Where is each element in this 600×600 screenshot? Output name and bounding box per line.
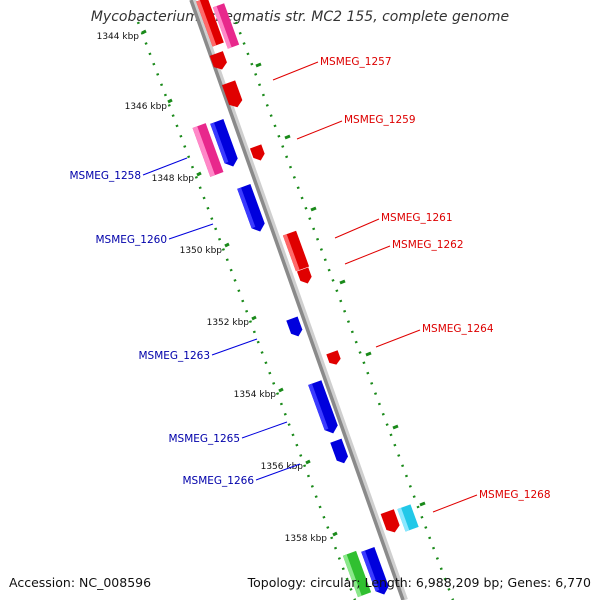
gene-labels-left: MSMEG_1258 MSMEG_1260 MSMEG_1263 MSMEG_1… [69, 157, 301, 487]
gene-leader-line [168, 223, 214, 240]
gene-leader-line [344, 245, 391, 265]
tick-mark [255, 62, 262, 68]
right-track [234, 21, 455, 600]
gene-labels-right: MSMEG_1257 MSMEG_1259 MSMEG_1261 MSMEG_1… [272, 56, 551, 513]
gene-leader-line [241, 421, 288, 439]
tick-mark [392, 424, 399, 430]
genome-summary: Topology: circular; Length: 6,988,209 bp… [247, 575, 591, 590]
gene-block [212, 3, 240, 49]
tick-labels: 1344 kbp 1346 kbp 1348 kbp 1350 kbp 1352… [97, 32, 328, 544]
gene-block [296, 267, 312, 284]
gene-block [209, 51, 227, 70]
gene-leader-line [296, 120, 343, 140]
gene-block [397, 504, 419, 532]
gene-blocks [192, 0, 419, 598]
tick-label: 1354 kbp [234, 390, 277, 400]
tick-mark [365, 351, 372, 357]
gene-block [380, 509, 400, 533]
gene-label[interactable]: MSMEG_1258 [69, 170, 141, 182]
gene-label[interactable]: MSMEG_1263 [138, 350, 210, 362]
tick-mark [251, 315, 257, 321]
gene-label[interactable]: MSMEG_1261 [381, 212, 453, 224]
tick-mark [339, 279, 346, 285]
gene-block [210, 119, 238, 167]
gene-block [196, 0, 224, 47]
gene-label[interactable]: MSMEG_1266 [182, 475, 254, 487]
gene-leader-line [272, 61, 319, 81]
tick-mark [419, 501, 426, 507]
gene-label[interactable]: MSMEG_1259 [344, 114, 416, 126]
gene-leader-line [255, 463, 301, 481]
tick-mark [224, 242, 230, 248]
tick-marks-left [141, 29, 338, 537]
tick-mark [196, 171, 202, 177]
gene-block [249, 144, 265, 161]
tick-mark [310, 206, 317, 212]
tick-mark [305, 459, 311, 465]
tick-mark [141, 29, 147, 35]
gene-block [330, 438, 349, 464]
tick-label: 1352 kbp [207, 318, 250, 328]
tick-label: 1344 kbp [97, 32, 140, 42]
accession-label: Accession: NC_008596 [9, 575, 152, 590]
left-track [136, 21, 357, 600]
tick-label: 1348 kbp [152, 174, 195, 184]
gene-label[interactable]: MSMEG_1264 [422, 323, 494, 335]
gene-block [237, 184, 265, 232]
gene-block [326, 350, 341, 365]
tick-label: 1350 kbp [180, 246, 223, 256]
gene-label[interactable]: MSMEG_1257 [320, 56, 392, 68]
gene-block [361, 547, 389, 595]
gene-leader-line [432, 494, 478, 513]
tick-marks-right [255, 62, 426, 507]
gene-leader-line [211, 338, 258, 356]
tick-mark [332, 531, 338, 537]
gene-block [342, 550, 372, 598]
gene-label[interactable]: MSMEG_1262 [392, 239, 464, 251]
gene-label[interactable]: MSMEG_1260 [95, 234, 167, 246]
gene-block [282, 230, 310, 272]
gene-label[interactable]: MSMEG_1268 [479, 489, 551, 501]
gene-leader-line [375, 329, 421, 348]
backbone [189, 0, 405, 600]
tick-mark [167, 98, 173, 104]
gene-block [192, 123, 224, 177]
tick-label: 1346 kbp [125, 102, 168, 112]
gene-label[interactable]: MSMEG_1265 [168, 433, 240, 445]
gene-leader-line [142, 157, 188, 176]
gene-leader-line [334, 218, 380, 239]
gene-block [221, 80, 243, 108]
tick-mark [284, 134, 291, 140]
tick-mark [278, 387, 284, 393]
gene-block [286, 316, 303, 337]
tick-label: 1356 kbp [261, 462, 304, 472]
gene-block [308, 380, 338, 434]
tick-label: 1358 kbp [285, 534, 328, 544]
